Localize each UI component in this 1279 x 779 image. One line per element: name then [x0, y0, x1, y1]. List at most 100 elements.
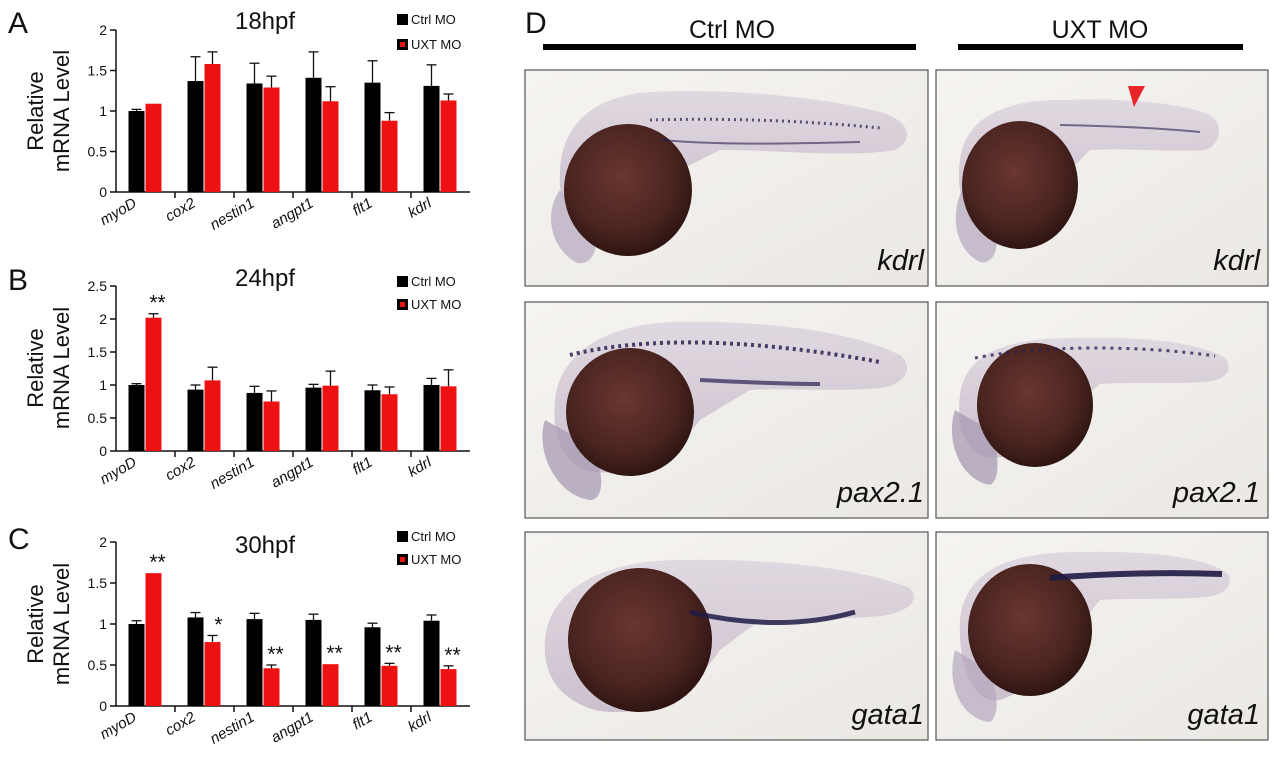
y-axis-label-line2: mRNA Level	[49, 50, 74, 172]
bar-ctrl-kdrl	[423, 620, 440, 706]
bar-uxt-angpt1	[322, 664, 339, 706]
y-tick-label: 0	[99, 698, 107, 714]
y-axis-label-line1: Relative	[23, 71, 48, 150]
x-tick-label: flt1	[350, 454, 376, 479]
arrowhead-marker	[1128, 86, 1145, 107]
y-tick-label: 1.5	[88, 575, 108, 591]
y-tick-label: 1	[99, 616, 107, 632]
bar-ctrl-nestin1	[246, 619, 263, 706]
x-tick-label: angpt1	[268, 454, 316, 492]
chart-panel-c: C 30hpf Relative mRNA Level Ctrl MO UXT …	[8, 523, 470, 748]
in-situ-panel: D Ctrl MO UXT MO kdrl kdrl	[524, 7, 1269, 741]
bar-ctrl-kdrl	[423, 385, 440, 451]
somite-stain	[974, 346, 1216, 360]
image-uxt-gata1: gata1	[935, 531, 1269, 741]
yolk	[962, 121, 1078, 249]
gene-label: gata1	[851, 699, 924, 731]
bar-ctrl-nestin1	[246, 392, 263, 451]
embryo-head	[952, 650, 997, 722]
x-tick-label: nestin1	[207, 454, 257, 493]
x-tick-label: cox2	[163, 708, 200, 739]
gene-label: gata1	[1187, 699, 1260, 731]
bar-ctrl-angpt1	[305, 619, 322, 706]
bar-uxt-kdrl	[440, 100, 457, 192]
legend: Ctrl MO UXT MO	[397, 529, 461, 567]
significance-marker: **	[149, 292, 165, 315]
y-tick-label: 0.5	[88, 657, 108, 673]
x-tick-label: cox2	[163, 194, 200, 225]
legend-swatch-uxt	[400, 42, 405, 47]
image-uxt-pax2: pax2.1	[935, 301, 1269, 519]
bar-ctrl-myoD	[128, 624, 145, 706]
legend-swatch-ctrl	[397, 14, 408, 25]
image-ctrl-kdrl: kdrl	[524, 69, 929, 287]
bar-ctrl-angpt1	[305, 387, 322, 451]
legend-swatch-uxt	[400, 302, 405, 307]
yolk	[968, 564, 1092, 696]
group-label-ctrl: Ctrl MO	[689, 16, 775, 44]
bar-uxt-flt1	[381, 394, 398, 451]
x-tick-label: nestin1	[207, 709, 257, 748]
legend-label-uxt: UXT MO	[411, 297, 461, 312]
bar-uxt-myoD	[145, 103, 162, 192]
y-tick-label: 1.5	[88, 63, 108, 79]
bar-uxt-flt1	[381, 665, 398, 706]
y-tick-label: 1.5	[88, 344, 108, 360]
x-tick-label: kdrl	[405, 453, 435, 480]
bar-ctrl-flt1	[364, 82, 381, 192]
bar-uxt-myoD	[145, 573, 162, 706]
bar-ctrl-cox2	[187, 81, 204, 192]
y-axis-label-line2: mRNA Level	[49, 563, 74, 685]
chart-title: 18hpf	[235, 8, 295, 35]
x-tick-label: angpt1	[268, 709, 316, 747]
y-axis-label-line1: Relative	[23, 584, 48, 663]
legend-label-ctrl: Ctrl MO	[411, 12, 456, 27]
bar-ctrl-kdrl	[423, 85, 440, 192]
y-tick-label: 2.5	[88, 278, 108, 294]
image-uxt-kdrl: kdrl	[935, 69, 1269, 287]
y-axis-label-line1: Relative	[23, 328, 48, 407]
x-tick-label: kdrl	[405, 708, 435, 735]
bar-uxt-cox2	[204, 380, 221, 451]
panel-letter: D	[525, 7, 547, 40]
y-tick-label: 2	[99, 311, 107, 327]
chart-panel-b: B 24hpf Relative mRNA Level Ctrl MO UXT …	[8, 264, 470, 493]
significance-marker: **	[385, 641, 401, 664]
yolk	[568, 568, 712, 712]
embryo-head	[551, 190, 597, 264]
y-tick-label: 0	[99, 184, 107, 200]
bar-uxt-kdrl	[440, 386, 457, 451]
bar-ctrl-cox2	[187, 389, 204, 451]
x-tick-label: kdrl	[405, 194, 435, 221]
y-tick-label: 2	[99, 534, 107, 550]
legend-swatch-ctrl	[397, 531, 408, 542]
bar-uxt-flt1	[381, 120, 398, 192]
y-tick-label: 1	[99, 377, 107, 393]
x-tick-label: flt1	[350, 195, 376, 220]
bar-uxt-angpt1	[322, 385, 339, 451]
bar-ctrl-angpt1	[305, 77, 322, 192]
y-tick-label: 0	[99, 443, 107, 459]
legend-label-uxt: UXT MO	[411, 37, 461, 52]
somite-stain	[569, 340, 881, 364]
chart-title: 24hpf	[235, 265, 295, 292]
y-axis-label-line2: mRNA Level	[49, 307, 74, 429]
legend-label-ctrl: Ctrl MO	[411, 274, 456, 289]
blood-stain	[689, 609, 856, 626]
gene-label: kdrl	[877, 245, 925, 277]
bar-ctrl-flt1	[364, 390, 381, 451]
chart-title: 30hpf	[235, 532, 295, 559]
legend: Ctrl MO UXT MO	[397, 12, 461, 52]
y-tick-label: 1	[99, 103, 107, 119]
embryo-head	[542, 420, 602, 500]
significance-marker: **	[326, 642, 342, 665]
yolk	[564, 124, 692, 256]
legend-label-ctrl: Ctrl MO	[411, 529, 456, 544]
bar-uxt-nestin1	[263, 87, 280, 192]
legend-label-uxt: UXT MO	[411, 552, 461, 567]
image-ctrl-gata1: gata1	[524, 531, 929, 741]
panel-letter: C	[8, 523, 30, 556]
bar-ctrl-flt1	[364, 627, 381, 706]
legend-swatch-uxt	[400, 557, 405, 562]
